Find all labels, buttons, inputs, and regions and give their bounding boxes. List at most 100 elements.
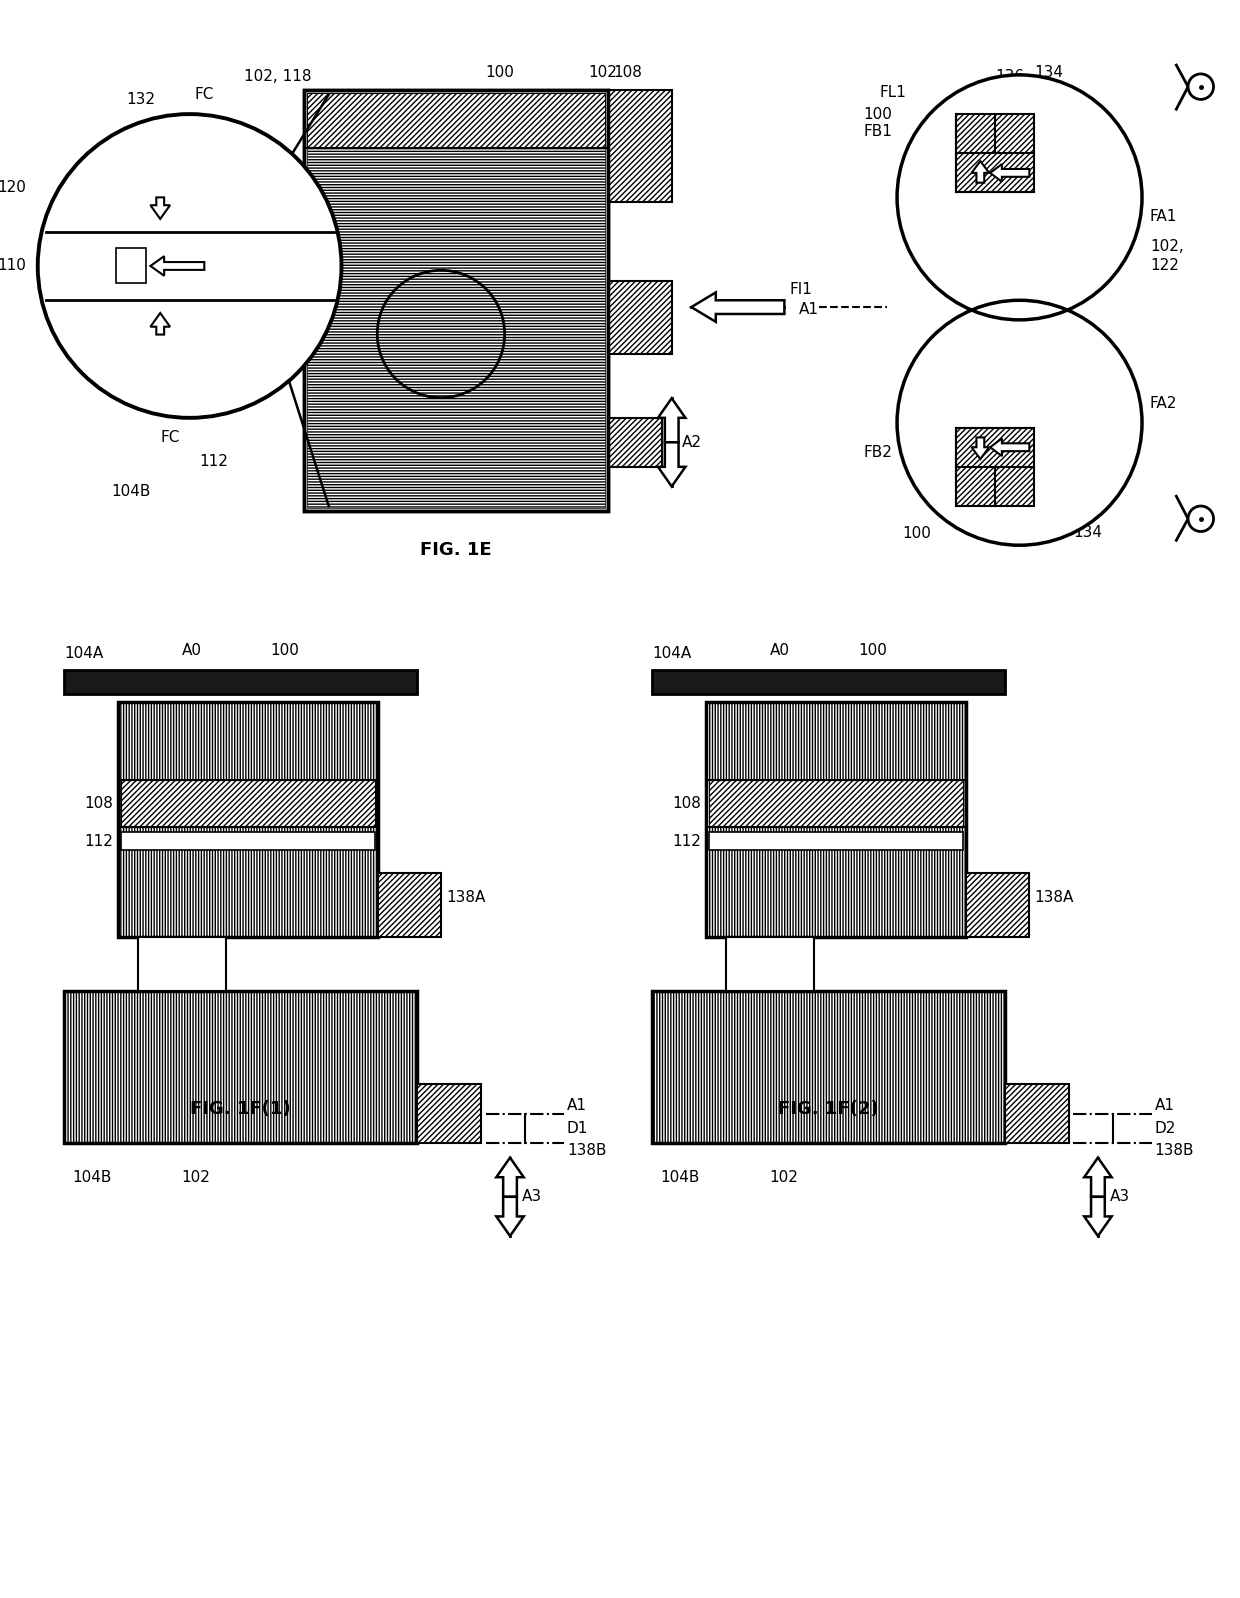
FancyArrow shape — [496, 1197, 523, 1235]
Text: 122: 122 — [1149, 259, 1179, 273]
FancyArrow shape — [658, 398, 686, 443]
Bar — [122, 780, 374, 828]
Circle shape — [1188, 74, 1214, 99]
Bar — [608, 417, 662, 467]
Text: 136: 136 — [1029, 526, 1059, 542]
Text: 104A: 104A — [64, 646, 103, 660]
Circle shape — [897, 300, 1142, 545]
Bar — [417, 1083, 481, 1143]
Text: 102: 102 — [770, 1170, 799, 1184]
Text: 138B: 138B — [1154, 1143, 1194, 1159]
FancyArrow shape — [991, 438, 1029, 455]
Text: FC: FC — [195, 86, 213, 102]
Bar — [897, 75, 1142, 320]
Text: 108: 108 — [672, 796, 701, 812]
Text: 112: 112 — [84, 834, 113, 849]
Text: 100: 100 — [486, 66, 515, 80]
FancyArrow shape — [971, 438, 990, 459]
Bar — [64, 670, 417, 694]
Text: A1: A1 — [799, 302, 820, 316]
Circle shape — [897, 75, 1142, 320]
Text: A0: A0 — [181, 642, 202, 657]
Text: 100: 100 — [901, 526, 931, 542]
Bar — [652, 991, 1004, 1143]
Text: FIG. 1F(2): FIG. 1F(2) — [779, 1099, 879, 1117]
Bar — [608, 89, 672, 203]
Text: 136: 136 — [996, 69, 1024, 85]
Bar — [117, 248, 145, 283]
Bar — [417, 1083, 481, 1143]
FancyArrow shape — [991, 165, 1029, 182]
Bar — [118, 702, 378, 936]
Text: FB1: FB1 — [863, 125, 892, 139]
Bar — [608, 89, 672, 203]
Bar — [709, 780, 962, 828]
Text: FC: FC — [160, 430, 180, 444]
Bar — [122, 833, 374, 850]
Bar — [37, 117, 341, 232]
Text: 134: 134 — [1034, 66, 1064, 80]
Bar — [652, 991, 1004, 1143]
Text: 134: 134 — [1074, 526, 1102, 540]
Bar — [138, 936, 226, 991]
Bar — [378, 874, 441, 936]
Text: 102, 118: 102, 118 — [243, 69, 311, 85]
Bar — [706, 702, 966, 936]
Text: 102: 102 — [182, 1170, 211, 1184]
Text: 102,: 102, — [1149, 238, 1184, 254]
Text: 104B: 104B — [660, 1170, 699, 1184]
Bar — [1004, 1083, 1069, 1143]
Text: FF: FF — [238, 312, 257, 328]
Text: 102: 102 — [589, 66, 618, 80]
Text: FB2: FB2 — [863, 444, 892, 460]
Bar — [304, 89, 608, 511]
Text: FIG. 1E: FIG. 1E — [420, 542, 492, 559]
Text: FL1: FL1 — [880, 85, 906, 101]
Text: 104B: 104B — [72, 1170, 112, 1184]
Bar — [304, 89, 608, 511]
Bar — [37, 232, 341, 300]
Bar — [608, 281, 672, 355]
Text: 138A: 138A — [1034, 890, 1074, 906]
Bar — [308, 93, 605, 508]
Bar — [956, 113, 1034, 192]
Text: 120: 120 — [0, 181, 26, 195]
FancyArrow shape — [496, 1157, 523, 1197]
Bar — [966, 874, 1029, 936]
FancyArrow shape — [1084, 1157, 1111, 1197]
FancyArrow shape — [1084, 1197, 1111, 1235]
FancyArrow shape — [150, 198, 170, 219]
Text: 112: 112 — [672, 834, 701, 849]
Text: 132: 132 — [126, 93, 155, 107]
Bar — [966, 874, 1029, 936]
Text: 100: 100 — [858, 642, 887, 657]
Text: A3: A3 — [1110, 1189, 1130, 1205]
Text: 112: 112 — [200, 454, 228, 470]
Text: FI1: FI1 — [790, 281, 812, 297]
Bar — [706, 702, 966, 936]
Bar — [64, 991, 417, 1143]
FancyArrow shape — [691, 292, 785, 321]
Bar — [725, 936, 813, 991]
Bar — [37, 300, 341, 415]
Text: FA1: FA1 — [1149, 209, 1177, 224]
Bar — [897, 300, 1142, 545]
Text: A1: A1 — [1154, 1098, 1174, 1114]
Text: A2: A2 — [682, 435, 702, 451]
FancyArrow shape — [150, 313, 170, 334]
Circle shape — [37, 113, 341, 417]
FancyArrow shape — [150, 256, 205, 276]
Circle shape — [1188, 507, 1214, 532]
Text: A0: A0 — [770, 642, 790, 657]
Bar — [64, 991, 417, 1143]
Bar — [608, 281, 672, 355]
Bar — [608, 417, 662, 467]
Bar — [1004, 1083, 1069, 1143]
Text: 100: 100 — [863, 107, 892, 121]
Text: 138A: 138A — [446, 890, 486, 906]
Text: 104A: 104A — [652, 646, 692, 660]
FancyArrow shape — [658, 443, 686, 486]
FancyArrow shape — [971, 161, 990, 182]
Text: 110: 110 — [0, 259, 26, 273]
Text: 138B: 138B — [567, 1143, 606, 1159]
